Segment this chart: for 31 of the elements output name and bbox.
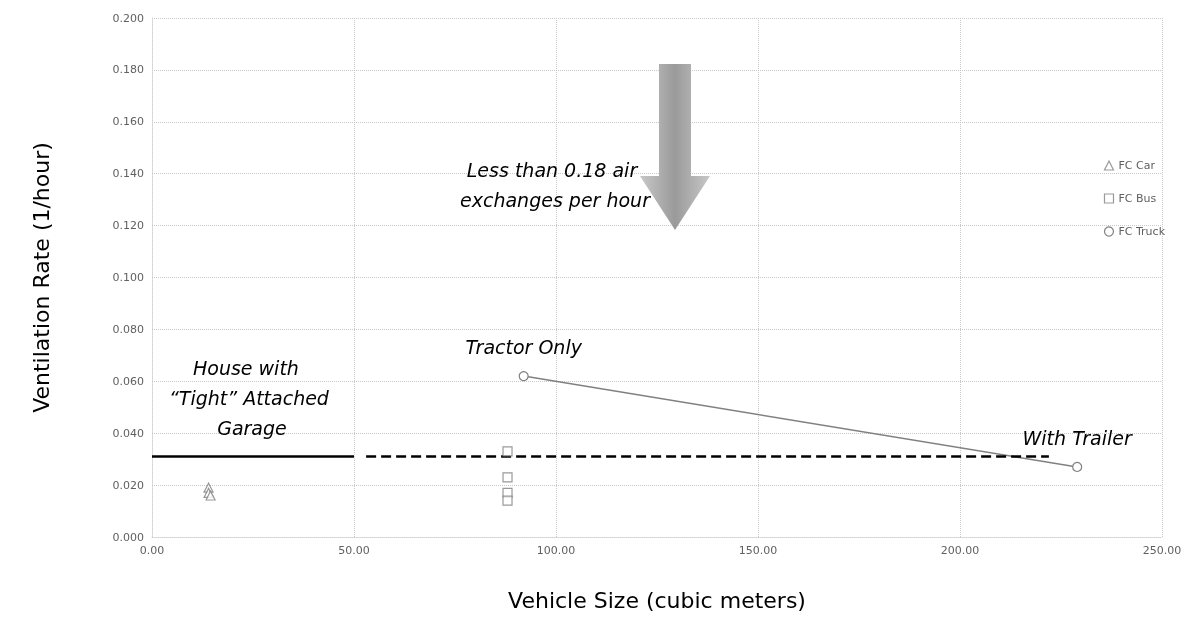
x-tick-label: 250.00 <box>1142 544 1182 557</box>
x-axis-title: Vehicle Size (cubic meters) <box>508 587 806 613</box>
point <box>502 495 513 506</box>
y-tick-label: 0.180 <box>112 63 144 77</box>
annotation: Less than 0.18 air exchanges per hour <box>460 159 652 211</box>
y-tick-label: 0.200 <box>112 11 144 25</box>
legend-label: FC Bus <box>1118 192 1157 205</box>
y-tick-label: 0.040 <box>112 426 144 440</box>
x-tick-label: 50.00 <box>338 544 370 557</box>
annotation: Tractor Only <box>465 336 583 359</box>
y-tick-label: 0.120 <box>112 219 144 233</box>
y-tick-label: 0.140 <box>112 167 144 181</box>
y-tick-label: 0.100 <box>112 271 144 284</box>
legend-label: FC Car <box>1118 159 1156 172</box>
point <box>1072 461 1083 473</box>
point <box>518 371 529 382</box>
annotation: House with “Tight” Attached Garage <box>168 356 330 439</box>
point <box>502 472 513 483</box>
y-tick-label: 0.080 <box>112 322 144 336</box>
y-tick-label: 0.060 <box>112 374 144 388</box>
point <box>502 446 513 457</box>
y-tick-label: 0.160 <box>112 115 144 129</box>
x-tick-label: 150.00 <box>738 544 778 557</box>
legend-label: FC Truck <box>1118 225 1166 238</box>
annotation: With Trailer <box>1022 426 1133 449</box>
y-tick-label: 0.020 <box>112 478 144 492</box>
x-tick-label: 100.00 <box>536 544 576 557</box>
x-tick-label: 0.00 <box>139 544 165 557</box>
x-tick-label: 200.00 <box>940 544 980 557</box>
y-tick-label: 0.000 <box>112 530 144 544</box>
y-axis-title: Ventilation Rate (1/hour) <box>28 142 54 413</box>
